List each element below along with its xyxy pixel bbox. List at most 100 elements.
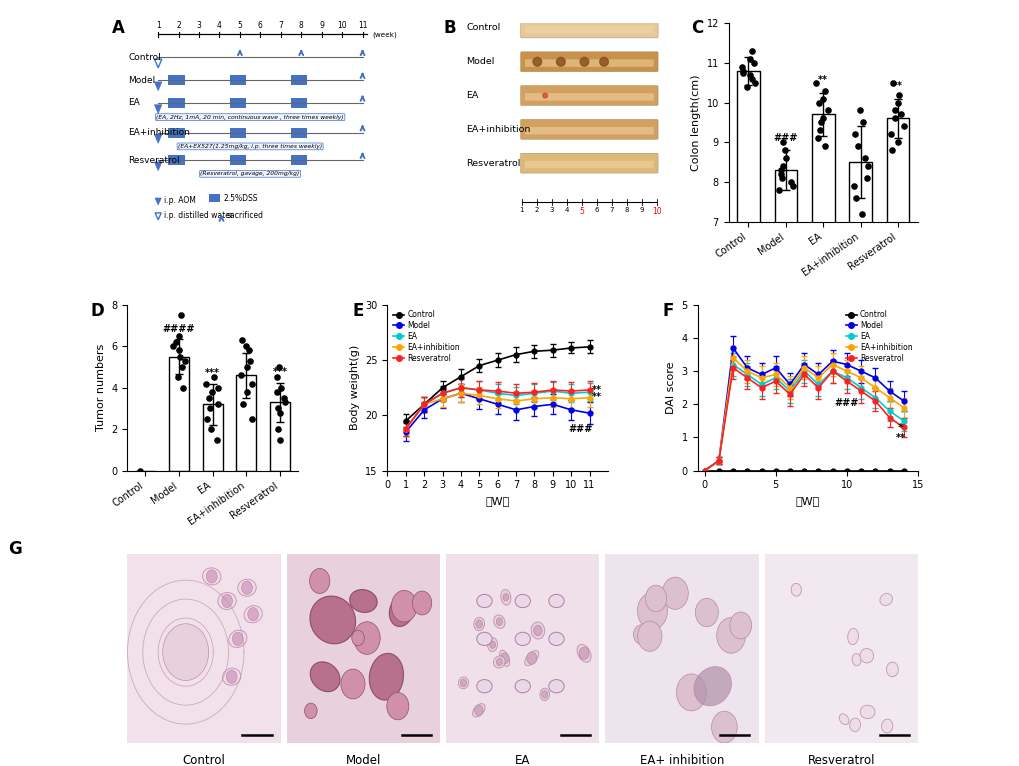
FancyBboxPatch shape <box>520 18 657 38</box>
Circle shape <box>221 594 232 607</box>
Point <box>170 330 186 342</box>
Circle shape <box>526 652 536 664</box>
Text: (week): (week) <box>372 31 397 38</box>
Ellipse shape <box>847 628 858 645</box>
Point <box>883 144 900 156</box>
Point <box>199 413 215 425</box>
Ellipse shape <box>472 704 485 717</box>
Point <box>889 136 905 149</box>
Point <box>202 402 218 414</box>
Ellipse shape <box>487 638 497 652</box>
Text: Model: Model <box>466 57 494 66</box>
Point <box>272 381 288 394</box>
Point <box>847 192 863 204</box>
Ellipse shape <box>237 579 256 596</box>
Ellipse shape <box>859 705 874 719</box>
Text: EA: EA <box>515 755 530 766</box>
Point <box>735 64 751 77</box>
Circle shape <box>354 622 380 654</box>
Circle shape <box>580 57 588 66</box>
Ellipse shape <box>851 653 860 666</box>
Bar <box>290 75 307 85</box>
FancyBboxPatch shape <box>525 127 653 134</box>
FancyBboxPatch shape <box>525 60 653 67</box>
Text: 6: 6 <box>594 207 598 213</box>
Circle shape <box>489 641 495 648</box>
Text: Control: Control <box>182 755 225 766</box>
Circle shape <box>460 679 466 686</box>
Polygon shape <box>154 162 162 171</box>
Text: 4: 4 <box>217 21 222 30</box>
Ellipse shape <box>515 594 530 607</box>
Point <box>233 369 250 381</box>
Point <box>809 133 825 145</box>
Text: *: * <box>897 423 903 433</box>
Ellipse shape <box>791 584 801 596</box>
Text: 9: 9 <box>319 21 324 30</box>
Circle shape <box>645 585 666 611</box>
Text: EA: EA <box>128 99 141 107</box>
Point <box>853 208 869 220</box>
Point <box>774 160 791 172</box>
Text: ***: *** <box>272 368 287 378</box>
Ellipse shape <box>539 688 549 701</box>
Point <box>807 77 823 89</box>
Ellipse shape <box>369 653 404 700</box>
Bar <box>168 155 184 165</box>
Bar <box>270 402 289 470</box>
Point <box>815 84 832 97</box>
Point <box>851 104 867 116</box>
Bar <box>737 70 759 500</box>
Ellipse shape <box>476 679 491 692</box>
Text: 5: 5 <box>579 207 584 216</box>
Point <box>856 152 872 165</box>
Text: A: A <box>111 19 124 37</box>
Text: E: E <box>352 302 363 319</box>
Text: 1: 1 <box>156 21 160 30</box>
FancyBboxPatch shape <box>520 86 657 106</box>
X-axis label: （W）: （W） <box>795 496 819 506</box>
Point <box>234 334 251 346</box>
Text: (EA+EX527(1.25mg/kg, i.p. three times weekly): (EA+EX527(1.25mg/kg, i.p. three times we… <box>178 144 322 149</box>
Text: EA+inhibition: EA+inhibition <box>466 125 531 134</box>
Ellipse shape <box>203 568 221 585</box>
Bar <box>229 128 246 138</box>
Point <box>890 88 906 100</box>
Text: D: D <box>90 302 104 319</box>
Text: i.p. AOM: i.p. AOM <box>164 196 196 205</box>
Text: sacrificed: sacrificed <box>226 211 263 220</box>
Ellipse shape <box>880 719 892 733</box>
Bar <box>168 128 184 138</box>
Bar <box>229 98 246 108</box>
Ellipse shape <box>849 718 860 732</box>
Text: 8: 8 <box>299 21 304 30</box>
FancyBboxPatch shape <box>520 153 657 173</box>
Text: Control: Control <box>128 53 161 62</box>
FancyBboxPatch shape <box>525 25 653 33</box>
Text: 10: 10 <box>651 207 661 216</box>
Text: ***: *** <box>205 368 220 378</box>
Text: F: F <box>661 302 673 319</box>
FancyBboxPatch shape <box>520 52 657 72</box>
Ellipse shape <box>548 594 564 607</box>
Point <box>746 77 762 89</box>
Bar <box>773 170 796 500</box>
Text: **: ** <box>817 75 827 86</box>
Point <box>782 176 798 188</box>
Y-axis label: Body weight(g): Body weight(g) <box>350 345 360 430</box>
Text: 11: 11 <box>358 21 367 30</box>
Point <box>271 434 287 446</box>
Ellipse shape <box>515 679 530 692</box>
Text: Model: Model <box>128 76 156 84</box>
Circle shape <box>248 607 258 621</box>
Point <box>816 140 833 152</box>
Ellipse shape <box>244 606 262 623</box>
Circle shape <box>711 712 737 743</box>
Circle shape <box>305 703 317 719</box>
Circle shape <box>716 617 745 653</box>
Ellipse shape <box>222 668 240 686</box>
Circle shape <box>386 692 409 720</box>
Point <box>171 345 187 357</box>
Point <box>741 68 757 80</box>
Point <box>812 116 828 129</box>
